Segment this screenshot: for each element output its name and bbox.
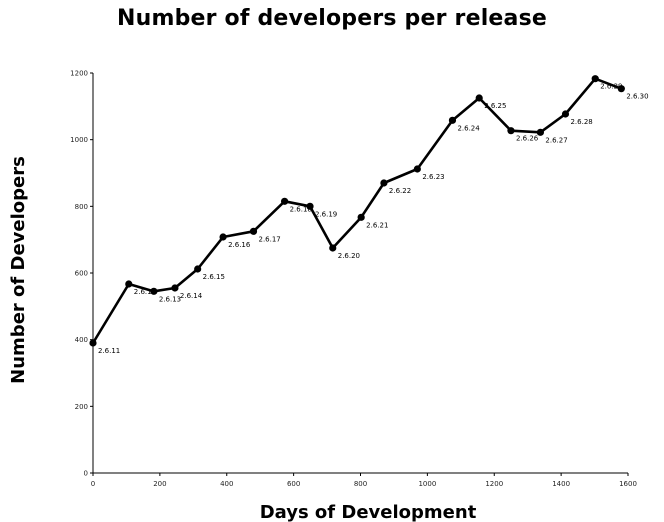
data-point: [125, 280, 133, 288]
data-label: 2.6.13: [159, 295, 181, 303]
data-label: 2.6.20: [338, 252, 360, 260]
y-tick-label: 400: [75, 336, 88, 344]
point-labels: 2.6.11 2.6.122.6.132.6.14 2.6.15 2.6.16 2.6.…: [98, 83, 649, 355]
x-tick-label: 800: [354, 480, 367, 488]
data-point: [591, 75, 599, 83]
data-point: [306, 202, 314, 210]
x-tick-label: 0: [91, 480, 95, 488]
data-label: 2.6.17: [259, 235, 281, 243]
x-tick-label: 1000: [418, 480, 436, 488]
data-point: [89, 339, 97, 347]
data-point: [329, 244, 337, 252]
axes: [92, 73, 628, 474]
data-label: 2.6.14: [180, 292, 203, 300]
y-tick-label: 1200: [70, 70, 88, 78]
series-line: [91, 77, 622, 344]
data-point: [536, 128, 544, 136]
data-point: [194, 265, 202, 273]
data-point: [219, 233, 227, 241]
data-label: 2.6.11: [98, 347, 120, 355]
data-label: 2.6.18: [290, 205, 312, 213]
chart-title: Number of developers per release: [116, 6, 548, 31]
data-label: 2.6.12: [134, 288, 156, 296]
data-label: 2.6.29: [600, 83, 622, 91]
data-point: [150, 287, 158, 295]
data-label: 2.6.23: [422, 173, 444, 181]
y-tick-label: 1000: [70, 136, 88, 144]
data-point: [617, 85, 625, 93]
data-label: 2.6.19: [315, 210, 337, 218]
x-tick-label: 1600: [619, 480, 637, 488]
x-tick-label: 200: [153, 480, 166, 488]
x-tick-label: 600: [287, 480, 300, 488]
data-label: 2.6.26: [516, 135, 539, 143]
data-point: [380, 179, 388, 187]
data-label: 2.6.30: [626, 93, 648, 101]
data-point: [357, 213, 365, 221]
data-point: [171, 284, 179, 292]
y-tick-label: 200: [75, 403, 88, 411]
data-point: [249, 227, 258, 235]
data-label: 2.6.22: [389, 187, 411, 195]
x-tick-label: 400: [220, 480, 233, 488]
data-label: 2.6.27: [545, 136, 567, 144]
series: [89, 75, 625, 347]
data-label: 2.6.16: [228, 241, 251, 249]
x-tick-label: 1200: [485, 480, 503, 488]
x-axis-title: Days of Development: [260, 502, 477, 522]
ticks: 0 200 400 600 800 1000 1200 1400 1600 0 200 400 600 8…: [70, 70, 637, 489]
x-tick-label: 1400: [552, 480, 570, 488]
y-tick-label: 800: [75, 203, 88, 211]
data-label: 2.6.25: [484, 102, 506, 110]
data-label: 2.6.15: [203, 273, 225, 281]
y-axis-title: Number of Developers: [8, 156, 29, 384]
data-point: [280, 197, 289, 205]
y-tick-label: 0: [84, 470, 88, 478]
data-label: 2.6.24: [457, 124, 480, 132]
data-label: 2.6.28: [570, 118, 592, 126]
data-point: [561, 110, 570, 118]
y-tick-label: 600: [75, 270, 88, 278]
data-point: [507, 127, 515, 135]
data-label: 2.6.21: [366, 221, 388, 229]
data-point: [448, 116, 457, 124]
data-point: [413, 165, 421, 173]
data-point: [475, 94, 483, 102]
